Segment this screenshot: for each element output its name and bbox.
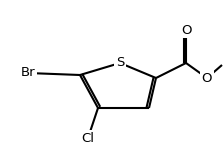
- Text: O: O: [202, 71, 212, 85]
- Text: S: S: [116, 57, 124, 69]
- Text: Br: Br: [21, 66, 35, 80]
- Text: O: O: [181, 23, 191, 36]
- Text: Cl: Cl: [82, 132, 95, 145]
